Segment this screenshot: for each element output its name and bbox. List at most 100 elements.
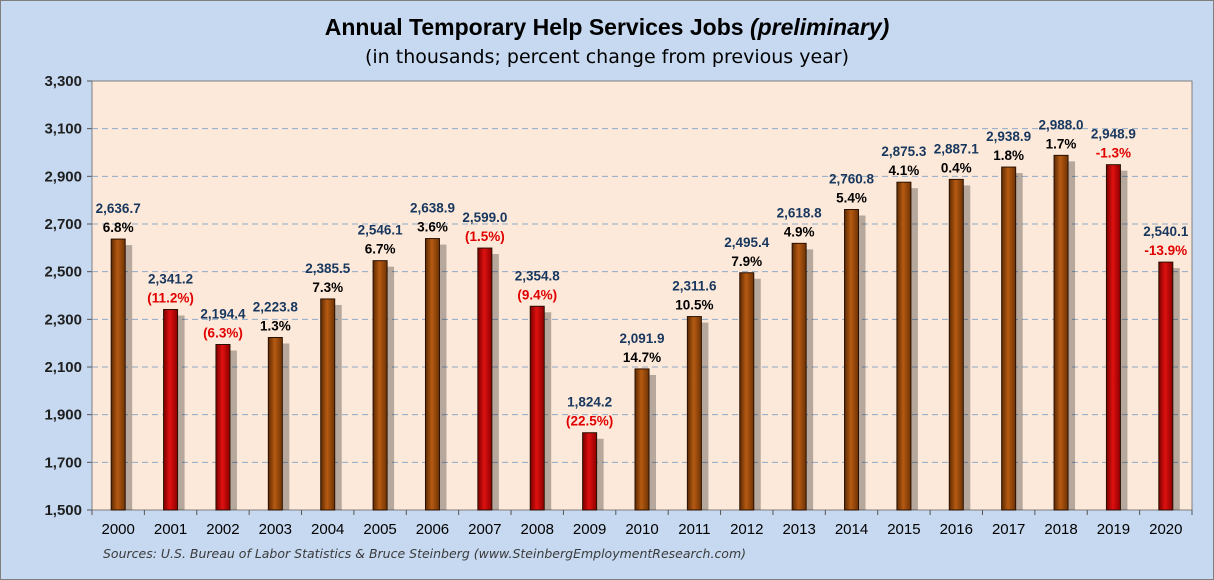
bar [424,238,440,511]
x-tick-label: 2011 [678,521,710,538]
bar [1105,164,1121,511]
pct-change-label: 4.9% [784,224,815,239]
value-label: 2,495.4 [724,235,770,250]
bar [791,242,807,511]
x-tick-label: 2002 [206,521,239,538]
bar [844,209,860,511]
x-tick-label: 2008 [521,521,554,538]
chart-title-emphasis: (preliminary) [749,14,890,40]
bar [739,272,755,511]
x-tick-label: 2007 [468,521,501,538]
y-tick-label: 3,100 [44,121,82,138]
bar [215,344,231,511]
x-tick-label: 2003 [259,521,292,538]
value-label: 2,875.3 [881,144,927,159]
value-label: 2,636.7 [96,201,141,216]
value-label: 2,618.8 [777,205,823,220]
bar [582,432,598,511]
y-tick-label: 2,500 [44,264,82,281]
bar [320,298,336,511]
pct-change-label: 14.7% [623,350,661,365]
value-label: 2,385.5 [305,261,351,276]
pct-change-label: (1.5%) [465,229,505,244]
x-tick-label: 2015 [887,521,920,538]
x-tick-label: 2004 [311,521,344,538]
bar [634,368,650,511]
x-tick-label: 2000 [102,521,135,538]
y-tick-label: 2,300 [44,311,82,328]
pct-change-label: 1.3% [260,318,291,333]
x-tick-label: 2013 [782,521,815,538]
y-tick-label: 1,900 [44,407,82,424]
y-tick-label: 2,700 [44,216,82,233]
pct-change-label: 7.9% [731,254,762,269]
y-tick-label: 3,300 [44,73,82,90]
value-label: 2,638.9 [410,201,455,216]
pct-change-label: 10.5% [675,298,713,313]
x-tick-label: 2016 [940,521,973,538]
value-label: 2,311.6 [672,279,717,294]
y-tick-label: 1,700 [44,454,82,471]
value-label: 2,887.1 [934,141,980,156]
pct-change-label: (9.4%) [517,287,557,302]
bar [477,247,493,511]
x-tick-label: 2020 [1149,521,1182,538]
value-label: 2,760.8 [829,172,875,187]
pct-change-label: 5.4% [836,191,867,206]
x-tick-label: 2018 [1044,521,1077,538]
value-label: 2,354.8 [515,268,561,283]
x-tick-label: 2001 [154,521,187,538]
bar [896,181,912,511]
value-label: 2,599.0 [462,210,507,225]
pct-change-label: 7.3% [312,280,343,295]
chart-title: Annual Temporary Help Services Jobs (pre… [0,14,1214,41]
value-label: 2,091.9 [619,331,664,346]
pct-change-label: 1.8% [993,148,1024,163]
pct-change-label: (11.2%) [147,291,194,306]
bar [1053,154,1069,511]
value-label: 2,948.9 [1091,127,1136,142]
pct-change-label: 3.6% [417,220,448,235]
x-tick-label: 2014 [835,521,868,538]
pct-change-label: 4.1% [889,163,920,178]
x-tick-label: 2012 [730,521,763,538]
pct-change-label: (22.5%) [566,414,613,429]
x-tick-label: 2005 [363,521,396,538]
pct-change-label: 6.8% [103,220,134,235]
pct-change-label: -13.9% [1144,243,1187,258]
value-label: 2,223.8 [253,299,299,314]
bar [529,305,545,511]
x-tick-label: 2017 [992,521,1025,538]
bar [686,316,702,511]
value-label: 2,540.1 [1143,224,1189,239]
bar [372,260,388,511]
bar [110,238,126,511]
x-tick-label: 2006 [416,521,449,538]
value-label: 2,194.4 [200,307,246,322]
value-label: 1,824.2 [567,395,612,410]
pct-change-label: 1.7% [1046,136,1077,151]
chart-subtitle: (in thousands; percent change from previ… [364,46,850,68]
bar [948,178,964,511]
bar [163,309,179,511]
bar [1158,261,1174,511]
value-label: 2,938.9 [986,129,1031,144]
x-tick-label: 2009 [573,521,606,538]
pct-change-label: -1.3% [1096,146,1131,161]
y-tick-label: 2,900 [44,168,82,185]
y-tick-label: 2,100 [44,359,82,376]
value-label: 2,988.0 [1039,117,1084,132]
x-tick-label: 2010 [625,521,658,538]
chart-title-main: Annual Temporary Help Services Jobs [324,14,744,40]
pct-change-label: (6.3%) [203,326,243,341]
x-tick-label: 2019 [1097,521,1130,538]
y-tick-label: 1,500 [44,502,82,519]
value-label: 2,341.2 [148,272,193,287]
bar [267,336,283,511]
pct-change-label: 6.7% [365,242,396,257]
pct-change-label: 0.4% [941,160,972,175]
source-note: Sources: U.S. Bureau of Labor Statistics… [103,546,747,561]
value-label: 2,546.1 [358,223,404,238]
bar [1001,166,1017,511]
